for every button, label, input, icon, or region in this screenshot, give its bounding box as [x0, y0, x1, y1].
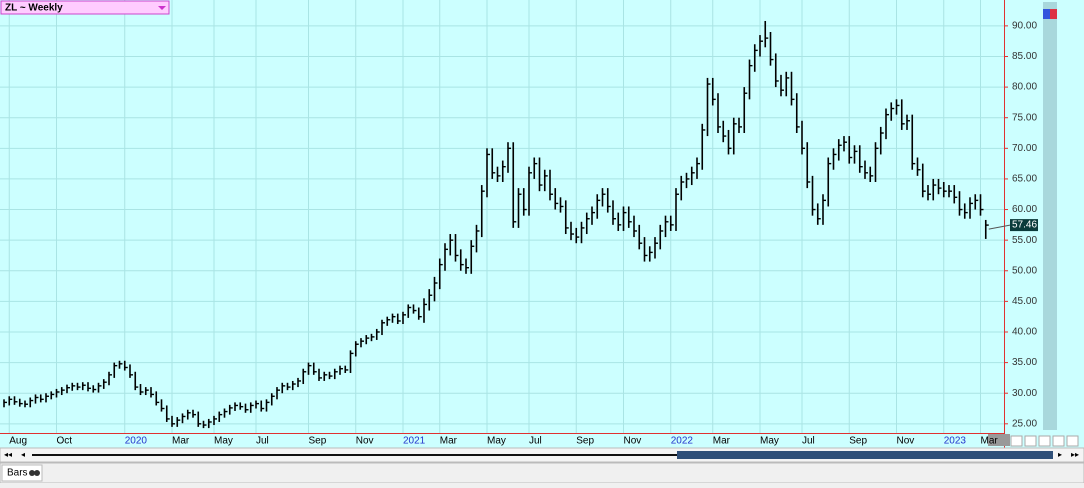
x-tick-label: Sep — [309, 436, 327, 447]
x-tick-label: 2023 — [944, 436, 967, 447]
symbol-box[interactable] — [0, 0, 170, 15]
y-tick-label: 85.00 — [1012, 51, 1037, 62]
x-tick-label: Nov — [624, 436, 642, 447]
tab-icon — [29, 470, 35, 476]
x-tick-label: Jul — [529, 436, 542, 447]
buy-button[interactable] — [1043, 9, 1050, 19]
scroll-start[interactable]: ◂◂ — [4, 450, 12, 459]
x-tick-label: Mar — [713, 436, 731, 447]
y-tick-label: 90.00 — [1012, 21, 1037, 32]
nav-button[interactable] — [1066, 435, 1079, 447]
bars-tab[interactable] — [1, 464, 43, 482]
side-strip — [1043, 2, 1057, 430]
nav-button[interactable] — [1010, 435, 1023, 447]
x-tick-label: Aug — [9, 436, 27, 447]
scroll-thumb[interactable] — [677, 451, 1053, 459]
y-tick-label: 65.00 — [1012, 174, 1037, 185]
bars-label: Bars — [7, 468, 28, 479]
x-tick-label: Nov — [897, 436, 915, 447]
nav-button[interactable] — [1052, 435, 1065, 447]
x-tick-label: Mar — [981, 436, 999, 447]
y-tick-label: 50.00 — [1012, 265, 1037, 276]
scroll-end[interactable]: ▸▸ — [1071, 450, 1079, 459]
y-tick-label: 45.00 — [1012, 296, 1037, 307]
sell-button[interactable] — [1050, 9, 1057, 19]
x-tick-label: Jul — [802, 436, 815, 447]
x-tick-label: Oct — [57, 436, 73, 447]
last-price-pointer — [988, 224, 1011, 230]
nav-button[interactable] — [1024, 435, 1037, 447]
y-tick-label: 25.00 — [1012, 418, 1037, 429]
y-tick-label: 35.00 — [1012, 357, 1037, 368]
x-tick-label: 2022 — [671, 436, 694, 447]
y-tick-label: 40.00 — [1012, 327, 1037, 338]
scroll-left[interactable]: ◂ — [21, 450, 25, 459]
scroll-right[interactable]: ▸ — [1058, 450, 1062, 459]
x-tick-label: May — [487, 436, 506, 447]
y-tick-label: 30.00 — [1012, 388, 1037, 399]
dropdown-arrow[interactable] — [158, 6, 166, 10]
x-tick-label: Mar — [172, 436, 190, 447]
x-tick-label: 2021 — [403, 436, 426, 447]
x-tick-label: May — [760, 436, 779, 447]
x-tick-label: 2020 — [125, 436, 148, 447]
plot-background — [0, 0, 1084, 448]
x-tick-label: May — [214, 436, 233, 447]
y-tick-label: 55.00 — [1012, 235, 1037, 246]
last-price-label: 57.46 — [1012, 220, 1037, 231]
nav-button[interactable] — [1038, 435, 1051, 447]
chart-title: ZL ~ Weekly — [5, 3, 63, 14]
x-tick-label: Mar — [440, 436, 458, 447]
y-tick-label: 75.00 — [1012, 112, 1037, 123]
x-tick-label: Sep — [849, 436, 867, 447]
last-price-box — [1010, 219, 1038, 232]
x-tick-label: Nov — [356, 436, 374, 447]
x-tick-label: Jul — [256, 436, 269, 447]
y-tick-label: 60.00 — [1012, 204, 1037, 215]
corner-box — [988, 434, 1010, 446]
status-bar — [0, 462, 1084, 484]
tab-icon — [34, 470, 40, 476]
nav-buttons — [1010, 435, 1079, 447]
x-tick-label: Sep — [576, 436, 594, 447]
y-tick-label: 80.00 — [1012, 82, 1037, 93]
y-tick-label: 70.00 — [1012, 143, 1037, 154]
